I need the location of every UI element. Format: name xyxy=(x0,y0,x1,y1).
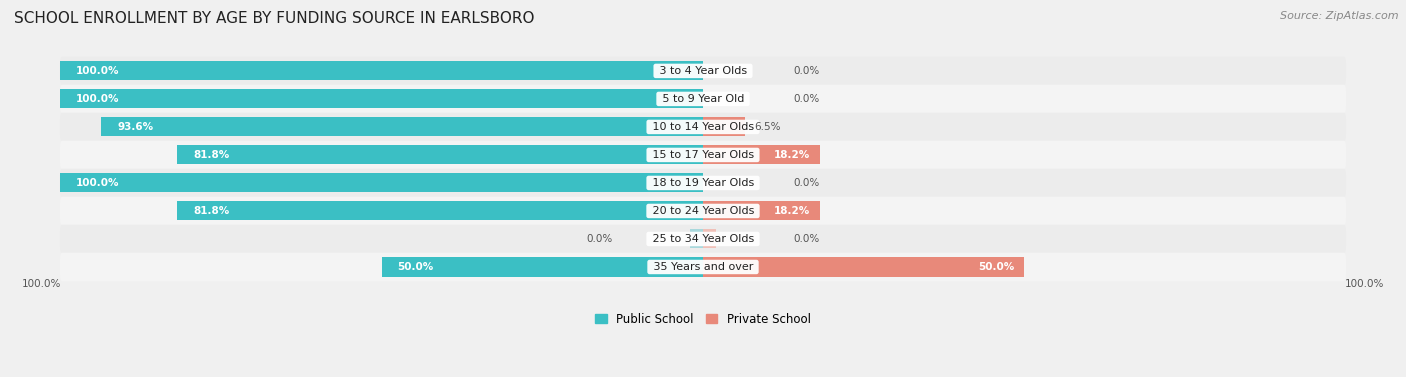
Text: 0.0%: 0.0% xyxy=(586,234,613,244)
Text: 50.0%: 50.0% xyxy=(398,262,434,272)
Text: 18 to 19 Year Olds: 18 to 19 Year Olds xyxy=(648,178,758,188)
FancyBboxPatch shape xyxy=(60,225,1346,253)
FancyBboxPatch shape xyxy=(60,84,1346,113)
Bar xyxy=(381,257,703,276)
Bar xyxy=(60,173,703,193)
Text: 25 to 34 Year Olds: 25 to 34 Year Olds xyxy=(648,234,758,244)
Text: SCHOOL ENROLLMENT BY AGE BY FUNDING SOURCE IN EARLSBORO: SCHOOL ENROLLMENT BY AGE BY FUNDING SOUR… xyxy=(14,11,534,26)
Bar xyxy=(703,257,1025,276)
Bar xyxy=(703,117,745,136)
Text: 100.0%: 100.0% xyxy=(21,279,60,290)
Text: 0.0%: 0.0% xyxy=(793,178,820,188)
FancyBboxPatch shape xyxy=(60,141,1346,169)
FancyBboxPatch shape xyxy=(60,169,1346,197)
Bar xyxy=(60,61,703,80)
Text: 6.5%: 6.5% xyxy=(755,122,780,132)
Text: 35 Years and over: 35 Years and over xyxy=(650,262,756,272)
Bar xyxy=(60,89,703,109)
Text: 0.0%: 0.0% xyxy=(793,234,820,244)
Text: 100.0%: 100.0% xyxy=(76,66,120,76)
Text: 15 to 17 Year Olds: 15 to 17 Year Olds xyxy=(648,150,758,160)
Bar xyxy=(101,117,703,136)
Bar xyxy=(703,201,820,221)
Text: 93.6%: 93.6% xyxy=(117,122,153,132)
Text: 18.2%: 18.2% xyxy=(775,150,810,160)
Bar xyxy=(177,201,703,221)
Text: Source: ZipAtlas.com: Source: ZipAtlas.com xyxy=(1281,11,1399,21)
Text: 5 to 9 Year Old: 5 to 9 Year Old xyxy=(658,94,748,104)
Text: 0.0%: 0.0% xyxy=(793,66,820,76)
FancyBboxPatch shape xyxy=(60,197,1346,225)
Bar xyxy=(690,230,703,248)
FancyBboxPatch shape xyxy=(60,113,1346,141)
Text: 100.0%: 100.0% xyxy=(1346,279,1385,290)
Text: 20 to 24 Year Olds: 20 to 24 Year Olds xyxy=(648,206,758,216)
Legend: Public School, Private School: Public School, Private School xyxy=(591,308,815,330)
Text: 10 to 14 Year Olds: 10 to 14 Year Olds xyxy=(648,122,758,132)
Text: 3 to 4 Year Olds: 3 to 4 Year Olds xyxy=(655,66,751,76)
Bar xyxy=(703,230,716,248)
Text: 100.0%: 100.0% xyxy=(76,178,120,188)
Text: 100.0%: 100.0% xyxy=(76,94,120,104)
Bar xyxy=(703,146,820,164)
Text: 18.2%: 18.2% xyxy=(775,206,810,216)
Text: 50.0%: 50.0% xyxy=(979,262,1015,272)
Text: 81.8%: 81.8% xyxy=(193,150,229,160)
FancyBboxPatch shape xyxy=(60,57,1346,85)
Text: 81.8%: 81.8% xyxy=(193,206,229,216)
Text: 0.0%: 0.0% xyxy=(793,94,820,104)
FancyBboxPatch shape xyxy=(60,253,1346,281)
Bar xyxy=(177,146,703,164)
